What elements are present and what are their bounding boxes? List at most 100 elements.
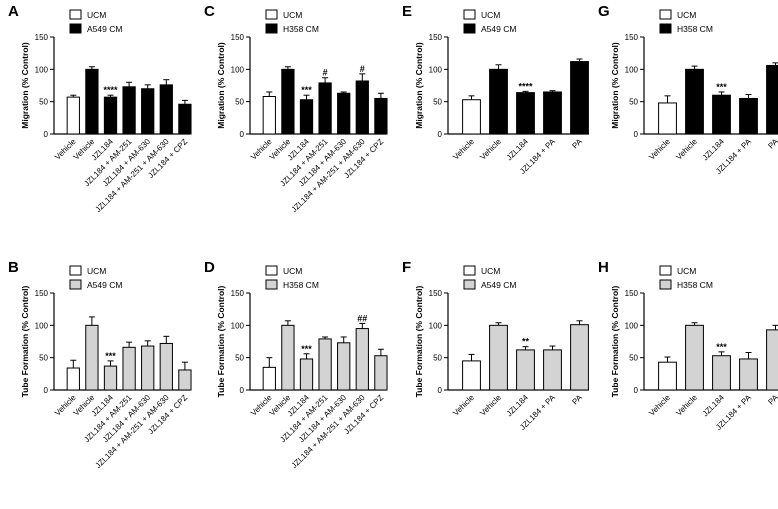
bar	[516, 92, 535, 135]
panel-letter: G	[598, 3, 610, 20]
legend-label: UCM	[87, 10, 106, 20]
panel-letter: E	[402, 3, 412, 20]
bar	[85, 324, 99, 391]
y-tick-label: 100	[625, 65, 639, 74]
bar	[462, 360, 481, 391]
legend-swatch	[659, 9, 672, 20]
x-tick-label: Vehicle	[451, 137, 476, 162]
bar	[66, 367, 80, 391]
bar	[66, 96, 80, 135]
y-tick-label: 150	[231, 289, 245, 298]
bar	[299, 358, 314, 391]
panel-a: A Migration (% Control) 0 50 100 150 UCM A549 C…	[8, 3, 192, 214]
y-tick-label: 100	[231, 321, 245, 330]
legend-label: UCM	[677, 10, 696, 20]
legend-swatch	[69, 279, 82, 290]
panel-letter: F	[402, 259, 411, 276]
legend-label: H358 CM	[283, 24, 319, 34]
y-tick-label: 50	[39, 354, 48, 363]
legend-label: UCM	[481, 10, 500, 20]
bar	[766, 64, 778, 135]
bar	[141, 345, 155, 391]
significance-label: ***	[301, 344, 312, 354]
bar	[685, 68, 704, 135]
y-tick-label: 0	[634, 386, 639, 395]
legend-swatch	[265, 9, 278, 20]
bar	[85, 68, 99, 135]
y-tick-label: 100	[231, 65, 245, 74]
bar	[374, 97, 388, 135]
bar	[516, 349, 535, 391]
bar	[489, 324, 508, 391]
y-axis-label: Tube Formation (% Control)	[414, 285, 424, 397]
y-tick-label: 150	[625, 33, 639, 42]
panel-letter: D	[204, 259, 215, 276]
x-tick-label: Vehicle	[478, 393, 503, 418]
significance-label: ***	[105, 351, 116, 361]
x-tick-label: JZL184	[505, 137, 531, 163]
significance-label: #	[360, 64, 365, 74]
legend-swatch	[265, 265, 278, 276]
panel-g: G Migration (% Control) 0 50 100 150 UCM H358 C…	[598, 3, 778, 176]
y-tick-label: 100	[429, 65, 443, 74]
legend-label: A549 CM	[87, 280, 122, 290]
panel-letter: C	[204, 3, 215, 20]
bar	[489, 68, 508, 135]
bar	[712, 355, 731, 391]
x-tick-label: JZL184	[701, 137, 727, 163]
bar	[739, 358, 758, 391]
bar	[122, 86, 136, 135]
bar	[685, 324, 704, 391]
legend-label: UCM	[677, 266, 696, 276]
legend-label: A549 CM	[481, 24, 516, 34]
legend-swatch	[659, 23, 672, 34]
x-tick-label: Vehicle	[647, 137, 672, 162]
y-tick-label: 0	[240, 386, 245, 395]
bar	[658, 102, 677, 135]
significance-label: ****	[518, 81, 533, 91]
y-tick-label: 100	[625, 321, 639, 330]
bar	[103, 96, 118, 135]
x-tick-label: Vehicle	[451, 393, 476, 418]
x-tick-label: JZL184	[701, 393, 727, 419]
significance-label: #	[323, 68, 328, 78]
bar	[739, 97, 758, 135]
legend-label: UCM	[87, 266, 106, 276]
bar	[570, 61, 589, 135]
bar	[262, 95, 276, 135]
x-tick-label: PA	[766, 137, 778, 151]
x-tick-label: Vehicle	[478, 137, 503, 162]
y-axis-label: Tube Formation (% Control)	[216, 285, 226, 397]
legend-swatch	[463, 9, 476, 20]
x-tick-label: Vehicle	[647, 393, 672, 418]
bar	[178, 103, 192, 135]
legend-swatch	[463, 279, 476, 290]
legend-swatch	[265, 279, 278, 290]
x-tick-label: Vehicle	[674, 137, 699, 162]
bar	[262, 366, 276, 391]
bar	[318, 82, 332, 135]
significance-label: ***	[716, 82, 727, 92]
bar	[159, 342, 173, 391]
panel-letter: B	[8, 259, 19, 276]
bar	[141, 88, 155, 135]
bar	[178, 369, 192, 391]
legend-label: A549 CM	[87, 24, 122, 34]
y-tick-label: 150	[625, 289, 639, 298]
bar	[281, 324, 295, 391]
y-tick-label: 100	[35, 65, 49, 74]
y-tick-label: 150	[429, 33, 443, 42]
y-axis-label: Tube Formation (% Control)	[20, 285, 30, 397]
bar	[159, 84, 173, 135]
significance-label: **	[522, 337, 530, 347]
bar	[462, 99, 481, 135]
bar	[543, 349, 562, 391]
y-tick-label: 100	[35, 321, 49, 330]
y-tick-label: 0	[634, 130, 639, 139]
y-tick-label: 150	[429, 289, 443, 298]
legend-label: UCM	[481, 266, 500, 276]
bar	[281, 68, 295, 135]
bar	[299, 99, 314, 135]
